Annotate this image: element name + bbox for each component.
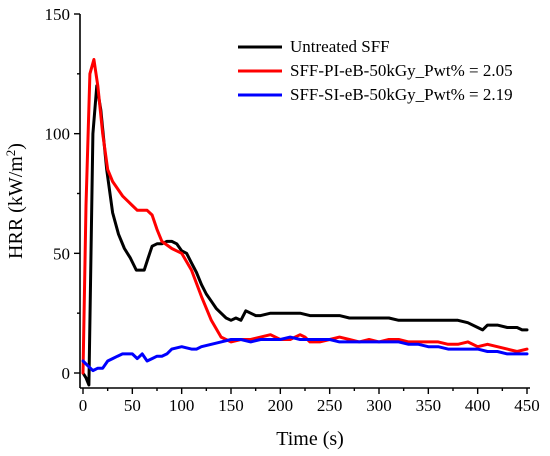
x-tick-label: 150 bbox=[218, 396, 244, 415]
y-axis-label-superscript: 2 bbox=[3, 150, 18, 157]
y-tick-label: 50 bbox=[53, 244, 70, 263]
x-axis-label: Time (s) bbox=[276, 428, 344, 450]
y-tick-label: 100 bbox=[45, 125, 71, 144]
y-tick-label: 0 bbox=[62, 364, 71, 383]
x-tick-label: 100 bbox=[169, 396, 195, 415]
y-tick-label: 150 bbox=[45, 5, 71, 24]
x-tick-label: 400 bbox=[465, 396, 491, 415]
legend-label-3: SFF-SI-eB-50kGy_Pwt% = 2.19 bbox=[290, 85, 513, 104]
x-tick-label: 0 bbox=[79, 396, 88, 415]
legend-label-1: Untreated SFF bbox=[290, 37, 390, 56]
series-layer bbox=[81, 58, 529, 387]
ticks: 0 50 100 150 200 250 300 350 400 450 0 50 100 150 bbox=[45, 5, 540, 415]
x-tick-label: 200 bbox=[268, 396, 294, 415]
x-tick-label: 50 bbox=[124, 396, 141, 415]
x-tick-label: 450 bbox=[514, 396, 540, 415]
x-tick-label: 350 bbox=[416, 396, 442, 415]
y-axis-label: HRR (kW/m2) bbox=[3, 143, 28, 259]
legend-label-2: SFF-PI-eB-50kGy_Pwt% = 2.05 bbox=[290, 61, 513, 80]
y-axis-label-end: ) bbox=[5, 143, 27, 150]
legend: Untreated SFF SFF-PI-eB-50kGy_Pwt% = 2.05… bbox=[238, 37, 513, 104]
series-line-1 bbox=[81, 84, 529, 387]
y-axis-label-main: HRR (kW/m bbox=[5, 156, 27, 259]
x-tick-label: 250 bbox=[317, 396, 343, 415]
series-line-2 bbox=[81, 58, 529, 375]
series-line-3 bbox=[81, 335, 529, 373]
x-tick-label: 300 bbox=[366, 396, 392, 415]
